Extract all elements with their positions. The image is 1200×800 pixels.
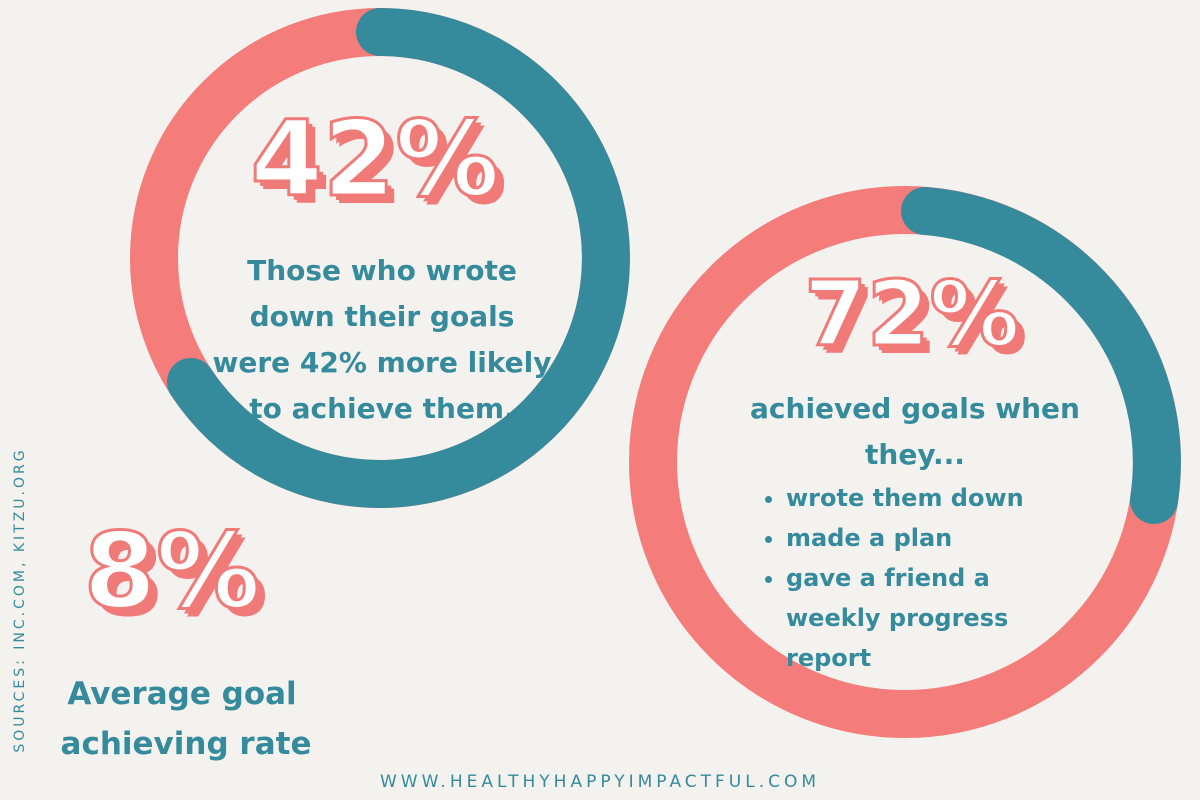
stat-figure: 8%: [82, 509, 262, 634]
ring-arc: [901, 187, 1181, 524]
stat-description: to achieve them.: [249, 392, 515, 425]
stat-description: Those who wrote: [247, 254, 517, 287]
stat-description: were 42% more likely: [212, 346, 552, 379]
bullet-list: wrote them down made a plan gave a frien…: [752, 478, 1086, 678]
footer-url: WWW.HEALTHYHAPPYIMPACTFUL.COM: [379, 772, 821, 792]
stat-description: they...: [865, 438, 965, 471]
stat-description: achieving rate: [60, 726, 312, 762]
stat-description: achieved goals when: [750, 392, 1080, 425]
stat-figure: 72%: [803, 261, 1021, 369]
stat-description: Average goal: [67, 676, 297, 712]
sources: SOURCES: INC.COM, KITZU.ORG: [12, 447, 28, 753]
stat-figure: 42%: [249, 97, 501, 222]
stat-description: down their goals: [249, 300, 515, 333]
ring-arc: [167, 8, 630, 508]
bullet: wrote them down: [786, 478, 1086, 518]
bullet: made a plan: [786, 518, 1086, 558]
bullet: gave a friend a weekly progress report: [786, 558, 1086, 678]
